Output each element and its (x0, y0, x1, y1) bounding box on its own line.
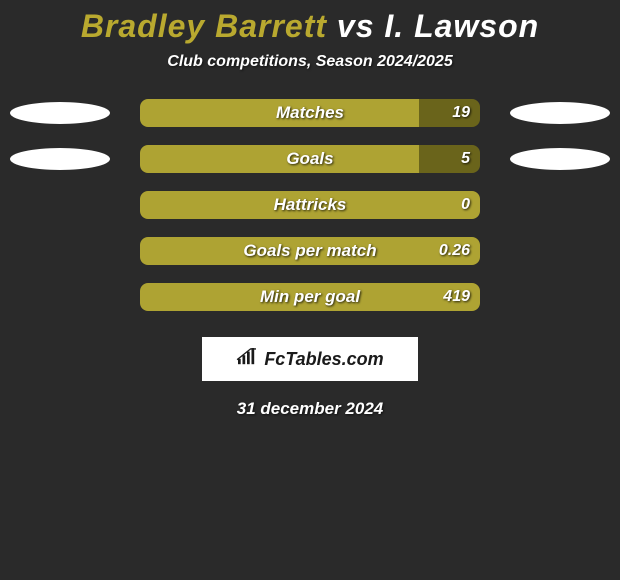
stat-value: 0 (461, 196, 470, 214)
stat-label: Min per goal (260, 287, 360, 307)
stat-row: Matches 19 (0, 99, 620, 145)
logo-text: FcTables.com (264, 349, 383, 370)
right-oval-icon (510, 102, 610, 124)
stat-bar: Goals per match 0.26 (140, 237, 480, 265)
stat-value: 0.26 (439, 242, 470, 260)
stat-label: Hattricks (274, 195, 347, 215)
stats-block: Matches 19 Goals 5 Hattricks 0 (0, 99, 620, 329)
stat-value: 19 (452, 104, 470, 122)
stat-row: Hattricks 0 (0, 191, 620, 237)
comparison-card: Bradley Barrett vs I. Lawson Club compet… (0, 0, 620, 419)
stat-row: Min per goal 419 (0, 283, 620, 329)
stat-row: Goals per match 0.26 (0, 237, 620, 283)
title: Bradley Barrett vs I. Lawson (0, 8, 620, 45)
stat-value: 5 (461, 150, 470, 168)
stat-value: 419 (443, 288, 470, 306)
stat-bar: Goals 5 (140, 145, 480, 173)
bar-chart-icon (236, 348, 258, 371)
stat-bar-fill (140, 145, 419, 173)
vs-text: vs (327, 8, 384, 44)
subtitle: Club competitions, Season 2024/2025 (0, 53, 620, 71)
stat-bar: Matches 19 (140, 99, 480, 127)
right-oval-icon (510, 148, 610, 170)
stat-label: Goals per match (243, 241, 376, 261)
stat-bar: Min per goal 419 (140, 283, 480, 311)
date-text: 31 december 2024 (0, 399, 620, 419)
logo-box: FcTables.com (202, 337, 418, 381)
player1-name: Bradley Barrett (81, 8, 327, 44)
left-oval-icon (10, 148, 110, 170)
player2-name: I. Lawson (384, 8, 539, 44)
stat-row: Goals 5 (0, 145, 620, 191)
left-oval-icon (10, 102, 110, 124)
stat-label: Matches (276, 103, 344, 123)
stat-bar: Hattricks 0 (140, 191, 480, 219)
stat-label: Goals (286, 149, 333, 169)
